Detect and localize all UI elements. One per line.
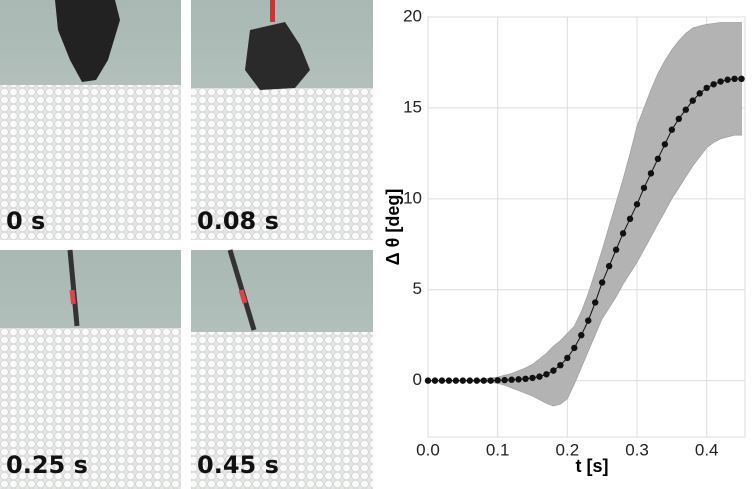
line (428, 78, 742, 382)
point (473, 377, 480, 384)
y-tick-label: 20 (403, 6, 422, 25)
point (592, 299, 599, 306)
photo-label: 0 s (6, 207, 45, 235)
point (466, 377, 474, 384)
y-axis-label: Δ θ [deg] (383, 189, 403, 266)
point (654, 155, 662, 163)
point (724, 76, 731, 83)
photo: 0.25 s (0, 249, 181, 489)
point (431, 377, 439, 384)
point (626, 215, 634, 223)
x-tick-label: 0.1 (486, 440, 510, 459)
point (598, 279, 606, 286)
point (633, 201, 641, 208)
point (585, 317, 592, 324)
point (675, 115, 683, 123)
x-axis-label: t [s] (576, 456, 609, 476)
point (703, 84, 710, 92)
point (445, 377, 453, 384)
photo: 0.45 s (191, 249, 373, 489)
point (564, 354, 571, 362)
point (536, 373, 543, 380)
point (689, 97, 696, 104)
point (640, 184, 648, 192)
point (480, 377, 487, 384)
point (501, 376, 508, 384)
point (550, 367, 557, 374)
point (696, 90, 703, 97)
point (438, 377, 446, 384)
point (717, 78, 724, 85)
x-tick-label: 0.3 (625, 440, 649, 459)
point (543, 371, 550, 378)
photo: 0.08 s (191, 0, 373, 240)
y-tick-label: 10 (403, 188, 422, 207)
y-tick-label: 0 (413, 370, 422, 389)
photo: 0 s (0, 0, 181, 240)
x-tick-label: 0.4 (695, 440, 719, 459)
photo-label: 0.08 s (197, 207, 279, 235)
point (738, 75, 745, 83)
point (710, 81, 717, 88)
point (487, 377, 494, 384)
y-tick-label: 5 (413, 279, 422, 298)
point (682, 106, 689, 113)
point (647, 170, 655, 177)
point (424, 377, 432, 384)
point (661, 141, 669, 148)
x-tick-label: 0.2 (556, 440, 580, 459)
point (578, 331, 585, 339)
point (452, 377, 460, 384)
point (459, 377, 467, 384)
photo-label: 0.45 s (197, 451, 279, 479)
point (557, 361, 564, 369)
point (515, 376, 522, 383)
photo-label: 0.25 s (6, 451, 88, 479)
point (605, 262, 613, 270)
point (529, 374, 536, 382)
point (731, 75, 738, 83)
point (494, 377, 501, 384)
point (571, 344, 578, 352)
point (619, 230, 627, 237)
point (612, 246, 620, 253)
point (508, 376, 515, 383)
point (668, 126, 676, 133)
point (522, 375, 529, 383)
y-tick-label: 15 (403, 97, 422, 116)
x-tick-label: 0.0 (416, 440, 440, 459)
